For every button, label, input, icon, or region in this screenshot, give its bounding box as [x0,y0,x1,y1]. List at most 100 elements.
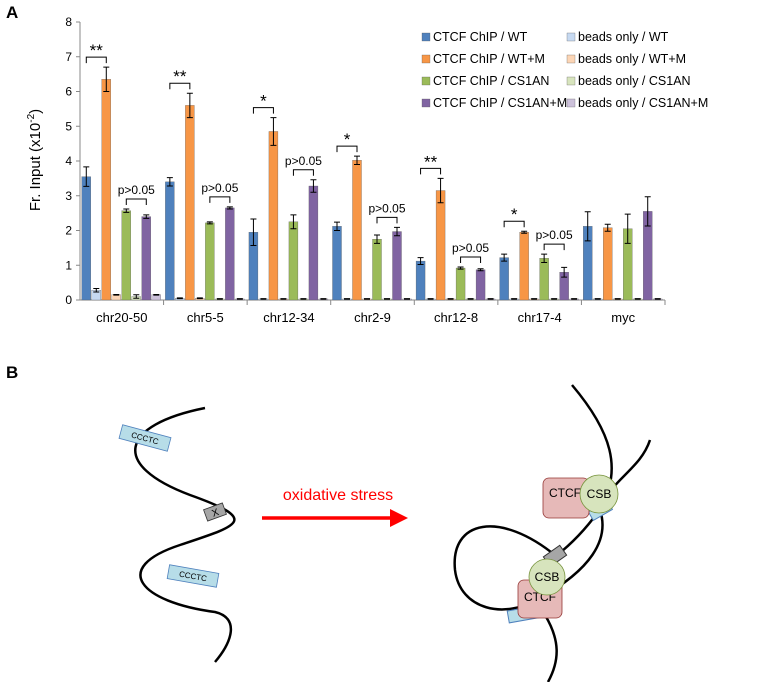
diagram: B CCCTC X CCCTC oxidative stress CTCF CS… [6,363,652,683]
error-bar [123,208,130,213]
error-bar [226,206,233,210]
bar [352,160,362,301]
bar [121,210,131,301]
error-bar [334,221,340,231]
error-bar [300,298,307,300]
bar [185,105,195,301]
damage-label: X [210,507,220,520]
csb-label: CSB [535,570,560,584]
error-bar [354,155,360,165]
error-bar [541,253,548,263]
bar [268,131,279,301]
csb-label: CSB [587,487,612,501]
annotation: p>0.05 [368,201,405,215]
legend-swatch [421,98,431,108]
bar [603,227,613,301]
csb [528,558,566,596]
bar [225,207,235,301]
error-bar [384,298,390,300]
bracket [336,145,358,153]
bar [392,231,402,301]
site: CCCTC [118,424,172,452]
bar [499,257,509,301]
error-bar [93,288,100,293]
error-bar [236,298,243,300]
error-bar [394,226,400,237]
bracket [85,56,107,64]
bar [372,239,382,301]
bar [205,222,215,301]
error-bar [216,298,223,300]
annotation: p>0.05 [118,183,155,197]
legend-swatch [566,76,576,86]
error-bar [584,211,591,242]
error-bar [364,298,370,300]
error-bar [624,213,631,244]
error-bar [260,298,267,300]
error-bar [404,298,410,300]
bar [455,267,466,301]
error-bar [437,177,444,204]
legend-swatch [566,98,576,108]
legend-label: CTCF ChIP / CS1AN+M [433,96,567,110]
bracket [252,107,274,114]
annotation: * [260,92,267,111]
legend-label: beads only / CS1AN+M [578,96,708,110]
chromatin [134,406,236,663]
annotation: p>0.05 [452,241,489,255]
site: CCCTC [166,564,220,588]
error-bar [427,298,434,300]
error-bar [561,266,568,278]
annotation: ** [424,152,438,171]
error-bar [166,177,173,187]
error-bar [634,298,641,300]
annotation: * [344,130,351,149]
error-bar [487,298,494,300]
bar [308,185,319,301]
y-label-exponent: -2 [26,113,37,122]
error-bar [521,230,528,234]
bar [539,258,549,301]
bracket [460,256,482,263]
error-bar [103,66,110,92]
y-tick-label: 6 [65,85,72,99]
error-bar [344,298,350,300]
error-bar [176,297,183,300]
legend-label: beads only / WT [578,30,669,44]
panel-label: B [6,363,18,382]
legend-swatch [566,32,576,42]
error-bar [571,298,578,300]
error-bar [531,298,538,300]
bar [81,176,91,301]
error-bar [320,298,327,300]
bar [475,269,486,301]
x-tick-label: chr12-34 [263,310,314,325]
legend-label: CTCF ChIP / CS1AN [433,74,549,88]
error-bar [250,218,257,246]
error-bar [604,223,611,232]
error-bar [206,221,213,225]
chart: 0 1 2 3 4 5 6 7 8 chr20-50 chr5-5 chr12-34 chr2-9 chr… [65,15,708,325]
legend-swatch [421,54,431,64]
bracket [420,167,442,175]
error-bar [153,293,160,296]
error-bar [594,298,601,300]
error-bar [290,214,297,230]
y-tick-label: 0 [65,293,72,307]
bar [435,190,446,301]
error-bar [654,298,661,300]
x-tick-label: chr2-9 [354,310,391,325]
y-tick-label: 4 [65,154,72,168]
legend-label: beads only / WT+M [578,52,686,66]
error-bar [501,253,508,262]
legend-swatch [421,32,431,42]
x-tick-label: chr20-50 [96,310,147,325]
y-tick-label: 7 [65,50,72,64]
legend-label: CTCF ChIP / WT [433,30,528,44]
y-tick-label: 8 [65,15,72,29]
error-bar [310,179,317,193]
legend-label: beads only / CS1AN [578,74,691,88]
error-bar [186,92,193,119]
y-label-text: Fr. Input (x10 [27,123,44,211]
